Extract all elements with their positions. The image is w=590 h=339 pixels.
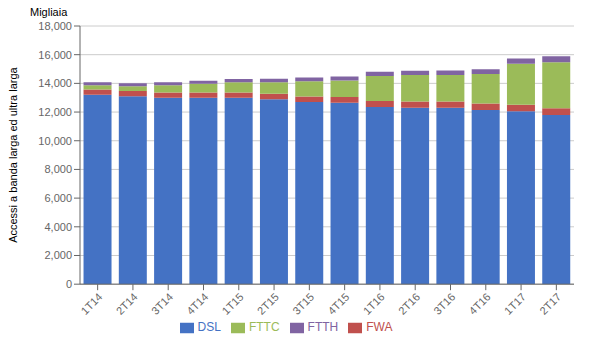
svg-text:3T15: 3T15	[290, 291, 316, 317]
svg-text:12,000: 12,000	[38, 106, 72, 118]
svg-text:1T15: 1T15	[220, 291, 246, 317]
svg-text:2T17: 2T17	[537, 291, 563, 317]
svg-text:2,000: 2,000	[44, 249, 72, 261]
html-text:FWA: FWA	[366, 320, 393, 335]
svg-text:14,000: 14,000	[38, 77, 72, 89]
svg-text:3T14: 3T14	[149, 291, 175, 317]
svg-text:18,000: 18,000	[38, 20, 72, 32]
html-text:DSL: DSL	[197, 320, 221, 335]
svg-text:4T15: 4T15	[325, 291, 351, 317]
svg-text:0: 0	[66, 278, 72, 290]
html-text:FTTH: FTTH	[307, 320, 339, 335]
svg-text:Accessi a banda larga ed ultra: Accessi a banda larga ed ultra larga	[8, 66, 19, 242]
svg-text:2T14: 2T14	[114, 291, 140, 317]
svg-text:2T15: 2T15	[255, 291, 281, 317]
svg-text:4T14: 4T14	[184, 291, 210, 317]
svg-text:3T16: 3T16	[431, 291, 457, 317]
html-text:Migliaia: Migliaia	[30, 6, 68, 18]
svg-text:6,000: 6,000	[44, 192, 72, 204]
svg-text:8,000: 8,000	[44, 163, 72, 175]
svg-text:4,000: 4,000	[44, 221, 72, 233]
html-text:FTTC: FTTC	[248, 320, 280, 335]
svg-text:16,000: 16,000	[38, 49, 72, 61]
svg-text:2T16: 2T16	[396, 291, 422, 317]
svg-text:4T16: 4T16	[467, 291, 493, 317]
svg-text:1T16: 1T16	[361, 291, 387, 317]
svg-text:10,000: 10,000	[38, 135, 72, 147]
svg-text:1T14: 1T14	[78, 291, 104, 317]
svg-text:1T17: 1T17	[502, 291, 528, 317]
